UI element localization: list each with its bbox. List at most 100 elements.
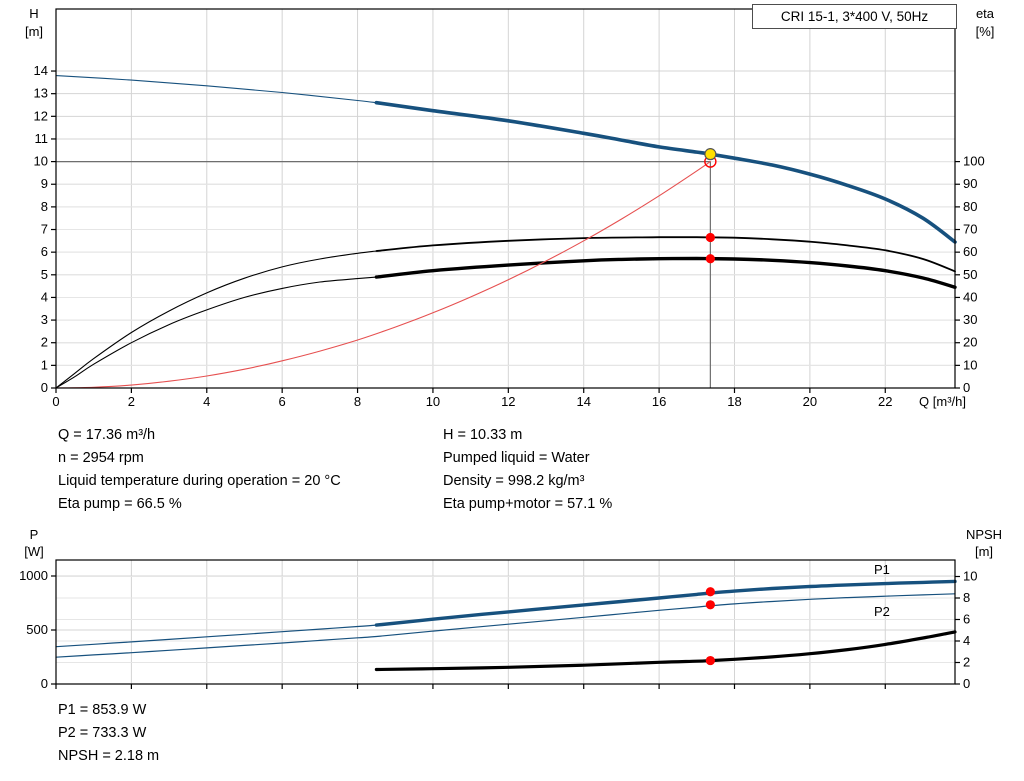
left-tick-label: 3 <box>41 312 48 327</box>
speed-value: n = 2954 rpm <box>58 450 144 466</box>
right-tick-label: 10 <box>963 569 977 584</box>
eta-pump-motor-value: Eta pump+motor = 57.1 % <box>443 496 613 512</box>
pump-title-box: CRI 15-1, 3*400 V, 50Hz <box>752 4 957 29</box>
right-tick-label: 50 <box>963 267 977 282</box>
left-tick-label: 1 <box>41 357 48 372</box>
right-axis-title: NPSH <box>966 527 1002 542</box>
right-axis-title: [%] <box>976 24 995 39</box>
curves: P1 P2 <box>55 562 957 672</box>
p1-label: P1 <box>874 562 890 577</box>
p2-value: P2 = 733.3 W <box>58 725 147 741</box>
duty-value-marker <box>705 254 715 264</box>
npsh-value: NPSH = 2.18 m <box>58 748 160 764</box>
duty-point-markers <box>704 148 717 264</box>
right-tick-label: 6 <box>963 612 970 627</box>
left-tick-label: 6 <box>41 244 48 259</box>
right-tick-label: 60 <box>963 244 977 259</box>
left-tick-label: 0 <box>41 676 48 691</box>
left-axis-title: [m] <box>25 24 43 39</box>
right-tick-label: 40 <box>963 289 977 304</box>
pump-head-curve-thin <box>55 75 377 104</box>
left-tick-label: 9 <box>41 176 48 191</box>
right-axis-title: [m] <box>975 544 993 559</box>
right-tick-label: 80 <box>963 199 977 214</box>
density-value: Density = 998.2 kg/m³ <box>443 473 585 489</box>
head-efficiency-chart: 0 2 4 6 8 10 12 14 16 18 20 22012345678910111213140… <box>25 6 995 409</box>
eta-pump-value: Eta pump = 66.5 % <box>58 496 182 512</box>
duty-point-markers <box>705 587 715 666</box>
left-tick-label: 500 <box>26 622 48 637</box>
pumped-liquid-value: Pumped liquid = Water <box>443 450 590 466</box>
flow-value: Q = 17.36 m³/h <box>58 427 156 443</box>
head-value: H = 10.33 m <box>443 427 523 443</box>
left-tick-label: 12 <box>34 108 48 123</box>
right-tick-label: 4 <box>963 633 970 648</box>
x-tick-label: 2 <box>128 394 135 409</box>
x-tick-label: 4 <box>203 394 210 409</box>
x-axis-title: Q [m³/h] <box>919 394 966 409</box>
x-tick-label: 10 <box>426 394 440 409</box>
eta-pump-curve-thin <box>55 250 377 389</box>
duty-info-right-column: H = 10.33 m Pumped liquid = Water Densit… <box>443 424 612 516</box>
right-tick-label: 30 <box>963 312 977 327</box>
gridlines <box>56 560 955 684</box>
right-tick-label: 100 <box>963 154 985 169</box>
p2-label: P2 <box>874 604 890 619</box>
left-tick-label: 5 <box>41 267 48 282</box>
duty-value-marker <box>705 600 715 610</box>
x-tick-label: 14 <box>576 394 590 409</box>
duty-value-marker <box>705 655 715 666</box>
x-tick-label: 8 <box>354 394 361 409</box>
axes: 0 500 1000 0 2 4 6 8 10 P [W] NPSH [m] <box>19 527 1002 691</box>
p1-value: P1 = 853.9 W <box>58 702 147 718</box>
eta-pump-curve <box>375 236 956 273</box>
p2-curve <box>55 593 956 658</box>
right-tick-label: 0 <box>963 380 970 395</box>
duty-value-marker <box>705 587 715 597</box>
eta-pump-motor-curve-thin <box>55 276 377 389</box>
duty-point-info: Q = 17.36 m³/h n = 2954 rpm Liquid tempe… <box>58 424 612 516</box>
gridlines <box>56 9 955 388</box>
right-tick-label: 90 <box>963 176 977 191</box>
left-axis-title: P <box>30 527 39 542</box>
left-tick-label: 10 <box>34 154 48 169</box>
system-curve-curve <box>55 161 711 389</box>
right-tick-label: 8 <box>963 590 970 605</box>
npsh-curve <box>374 630 957 672</box>
x-tick-label: 16 <box>652 394 666 409</box>
right-tick-label: 0 <box>963 676 970 691</box>
axes: 0 2 4 6 8 10 12 14 16 18 20 22012345678910111213140… <box>25 6 995 409</box>
x-tick-label: 6 <box>279 394 286 409</box>
power-npsh-chart: P1 P2 0 500 1000 0 2 4 6 8 10 P [W] NPSH [m] <box>19 527 1002 691</box>
right-tick-label: 10 <box>963 357 977 372</box>
right-tick-label: 70 <box>963 222 977 237</box>
left-tick-label: 11 <box>35 131 49 146</box>
left-tick-label: 14 <box>34 63 48 78</box>
x-tick-label: 20 <box>803 394 817 409</box>
x-tick-label: 22 <box>878 394 892 409</box>
actual-duty-marker <box>704 148 717 161</box>
eta-pump-motor-curve <box>374 256 957 289</box>
curves <box>55 75 957 389</box>
left-tick-label: 2 <box>41 335 48 350</box>
x-tick-label: 12 <box>501 394 515 409</box>
left-tick-label: 8 <box>41 199 48 214</box>
right-axis-title: eta <box>976 6 995 21</box>
left-axis-title: H <box>29 6 38 21</box>
liquid-temperature-value: Liquid temperature during operation = 20… <box>58 473 341 489</box>
left-tick-label: 13 <box>34 86 48 101</box>
x-tick-label: 18 <box>727 394 741 409</box>
power-npsh-info: P1 = 853.9 W P2 = 733.3 W NPSH = 2.18 m <box>58 699 159 768</box>
left-tick-label: 0 <box>41 380 48 395</box>
pump-head-curve <box>374 100 957 244</box>
p1-curve <box>374 579 957 627</box>
left-axis-title: [W] <box>24 544 44 559</box>
left-tick-label: 4 <box>41 289 48 304</box>
left-tick-label: 7 <box>41 222 48 237</box>
p1-curve-thin <box>55 624 377 648</box>
duty-info-left-column: Q = 17.36 m³/h n = 2954 rpm Liquid tempe… <box>58 424 443 516</box>
right-tick-label: 2 <box>963 655 970 670</box>
duty-value-marker <box>705 232 715 243</box>
left-tick-label: 1000 <box>19 568 48 583</box>
